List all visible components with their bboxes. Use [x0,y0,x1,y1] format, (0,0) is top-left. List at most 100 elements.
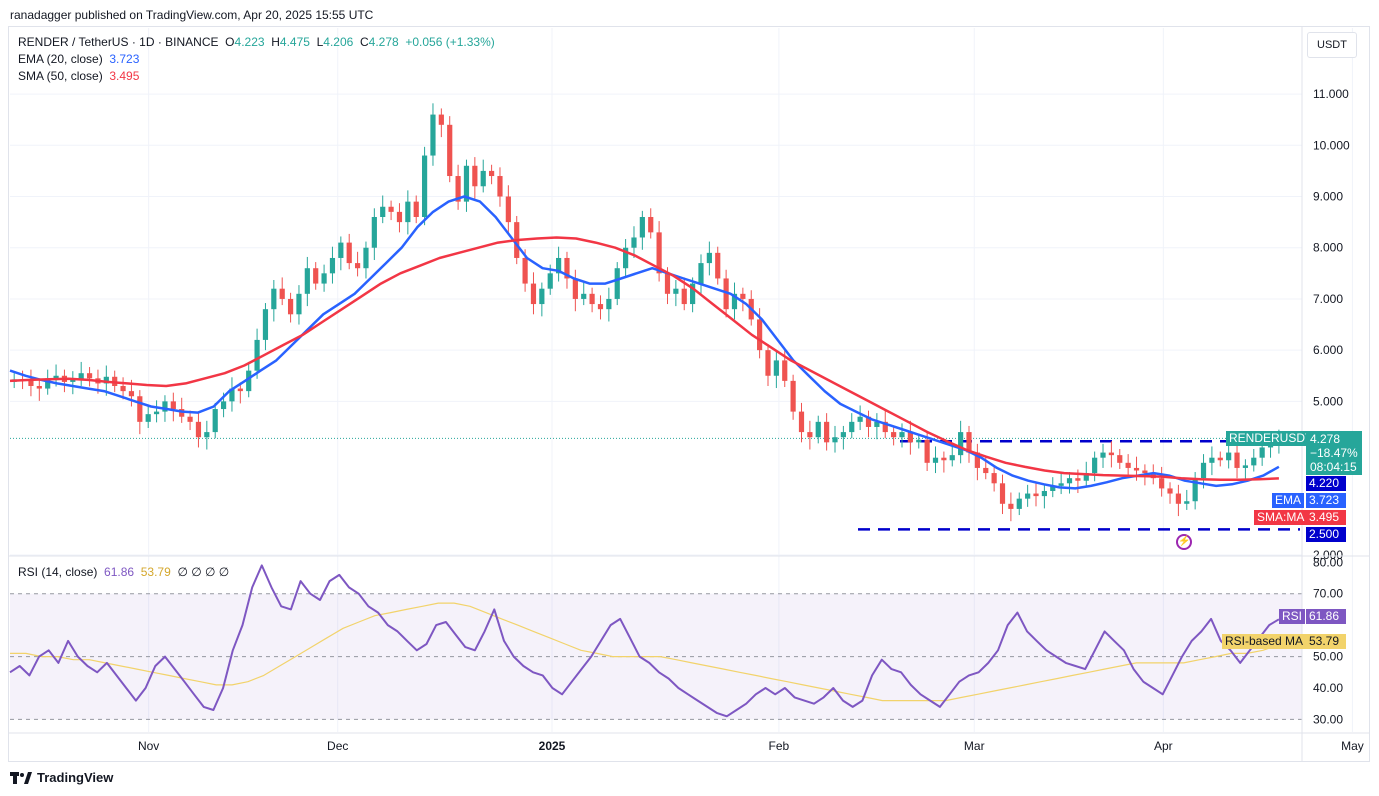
price-tick-label: 5.000 [1313,394,1343,408]
candle-body [45,378,51,389]
candle-body [120,386,126,392]
open-value: 4.223 [234,35,265,49]
candle-body [606,298,612,310]
rsi-tick-label: 30.00 [1313,712,1343,726]
candle-body [346,242,352,264]
candle-body [489,170,495,177]
candle-body [891,432,897,438]
candle-body [966,432,972,453]
candle-body [865,416,872,427]
open-label: O [225,35,235,49]
candle-body [648,217,654,233]
candle-body [480,170,486,187]
ema-axis-label: EMA [1272,493,1305,508]
candle-body [731,293,738,310]
pct-change: −18.47% [1310,446,1358,460]
tradingview-logo[interactable]: TradingView [10,770,113,785]
rsi-ma-axis-label: RSI-based MA [1222,634,1307,649]
candle-body [815,421,821,438]
candle-body [1234,452,1240,468]
candle-body [162,401,168,412]
high-value: 4.475 [279,35,310,49]
tradingview-logo-icon [10,771,32,784]
candle-body [564,257,570,279]
candle-body [1226,452,1232,461]
candle-body [1033,493,1039,497]
rsi-axis-label: RSI [1279,609,1306,624]
candle-body [1209,457,1215,463]
rsi-tick-label: 40.00 [1313,681,1343,695]
candle-body [380,206,386,217]
rsi-ma-line [10,602,1280,702]
level-low-tag: 2.500 [1306,527,1346,542]
candle-body [396,211,403,223]
rsi-axis-value: 61.86 [1306,609,1346,624]
candle-body [1083,473,1089,481]
high-label: H [271,35,280,49]
candle-body [690,283,696,305]
time-tick-label: 2025 [539,739,566,753]
candle-body [195,421,202,438]
candle-body [145,414,151,422]
candle-body [1117,455,1123,463]
candle-body [530,283,537,305]
candle-body [782,360,788,381]
candle-body [1108,452,1114,456]
currency-button[interactable]: USDT [1307,32,1357,58]
candle-body [807,432,813,438]
candle-body [430,114,436,156]
candle-body [773,360,779,376]
rsi-legend-value: 61.86 [104,565,135,579]
sma-axis-value: 3.495 [1306,510,1346,525]
candle-body [1259,447,1265,458]
sma-label: SMA (50, close) [18,69,103,83]
candle-body [924,439,930,463]
price-tick-label: 6.000 [1313,343,1343,357]
close-label: C [359,35,369,49]
candle-body [1100,452,1106,458]
candle-body [681,288,687,305]
candle-body [36,386,42,389]
time-tick-label: Mar [964,739,985,753]
price-tick-label: 7.000 [1313,292,1343,306]
price-tick-label: 2.000 [1313,548,1343,562]
rsi-legend: RSI (14, close) 61.86 53.79 ∅ ∅ ∅ ∅ [18,565,229,579]
candle-body [304,268,310,294]
candle-body [706,252,712,264]
candle-body [103,376,109,384]
candle-body [229,388,235,402]
time-tick-label: Nov [138,739,159,753]
sma-line [9,236,1279,481]
candle-body [1125,462,1131,468]
symbol-legend: RENDER / TetherUS · 1D · BINANCE O4.223 … [18,35,495,49]
candle-body [1200,462,1207,479]
candle-body [287,298,294,315]
candle-body [271,288,277,310]
last-price: 4.278 [1310,432,1341,446]
candle-body [28,380,34,386]
time-tick-label: Apr [1154,739,1173,753]
candle-body [1192,478,1198,502]
candle-body [991,473,997,484]
candle-body [204,432,210,438]
candle-body [438,114,444,125]
lightning-icon[interactable]: ⚡ [1176,534,1192,550]
candle-body [1016,498,1022,509]
candle-body [254,339,260,371]
candle-body [572,278,578,299]
ema-line [9,195,1280,490]
rsi-label: RSI (14, close) [18,565,98,579]
candle-body [338,242,344,258]
candle-body [556,257,562,274]
candle-body [1092,457,1098,474]
candle-body [1075,478,1081,481]
candle-body [581,293,587,299]
candle-body [1175,493,1181,504]
symbol-tag: RENDERUSDT [1226,431,1316,446]
candle-body [1159,478,1165,489]
candle-body [363,247,369,269]
candle-body [932,457,939,463]
candle-body [329,257,336,274]
candle-body [840,432,846,438]
